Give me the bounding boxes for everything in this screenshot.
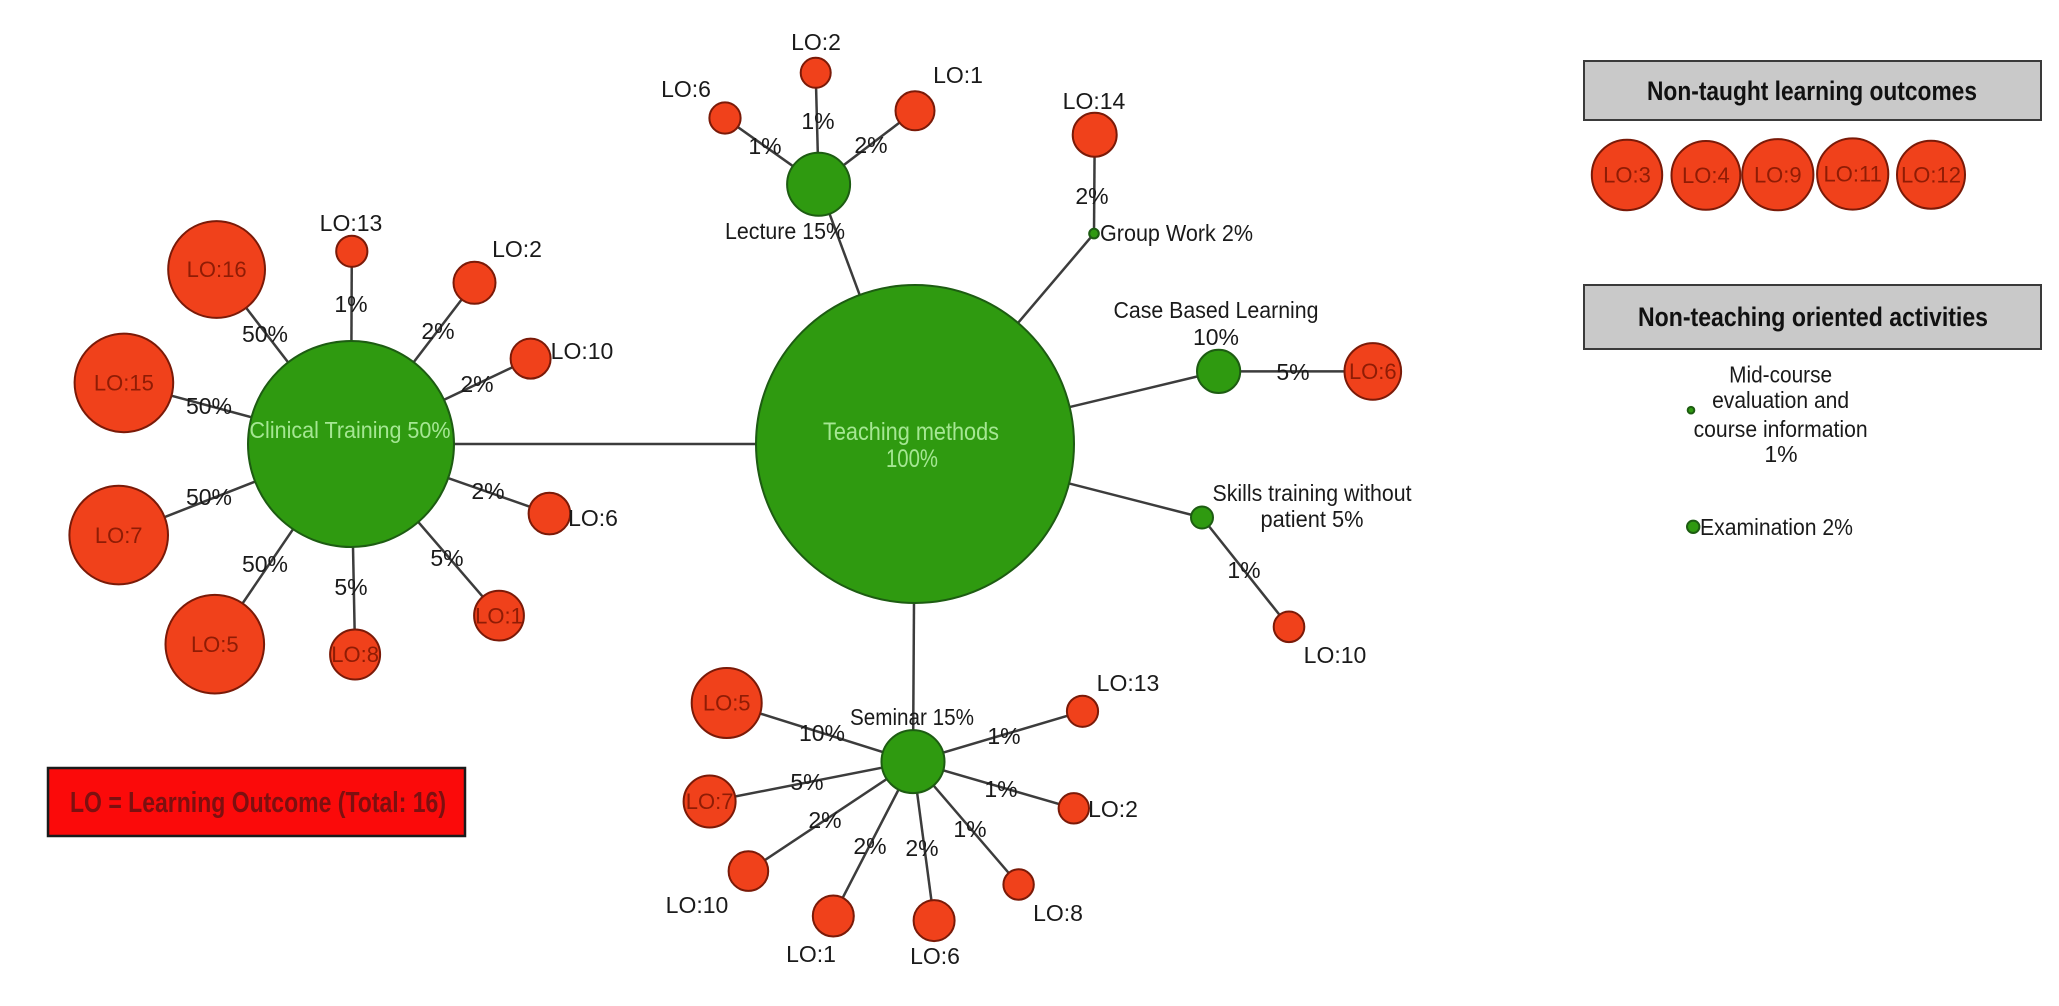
svg-text:2%: 2% <box>905 835 938 861</box>
svg-text:LO:7: LO:7 <box>686 789 734 814</box>
svg-text:Mid-course: Mid-course <box>1729 362 1832 388</box>
svg-text:Examination 2%: Examination 2% <box>1700 514 1853 540</box>
svg-text:LO:6: LO:6 <box>1349 359 1397 384</box>
svg-text:LO:10: LO:10 <box>1304 642 1367 668</box>
svg-text:LO:15: LO:15 <box>94 371 154 396</box>
svg-text:LO:10: LO:10 <box>666 892 729 918</box>
svg-text:patient 5%: patient 5% <box>1261 506 1364 532</box>
svg-text:2%: 2% <box>471 478 504 504</box>
svg-text:5%: 5% <box>430 545 463 571</box>
svg-text:LO = Learning Outcome (Total:: LO = Learning Outcome (Total: 16) <box>70 787 446 819</box>
svg-text:Teaching methods: Teaching methods <box>823 418 999 446</box>
svg-text:Non-taught learning outcomes: Non-taught learning outcomes <box>1647 76 1977 106</box>
svg-text:LO:6: LO:6 <box>568 505 618 531</box>
svg-text:LO:9: LO:9 <box>1754 162 1802 187</box>
svg-text:LO:5: LO:5 <box>191 632 239 657</box>
svg-text:LO:14: LO:14 <box>1063 88 1126 114</box>
svg-text:1%: 1% <box>801 108 834 134</box>
svg-text:LO:7: LO:7 <box>95 523 143 548</box>
svg-text:2%: 2% <box>421 318 454 344</box>
svg-text:5%: 5% <box>790 769 823 795</box>
svg-text:Seminar 15%: Seminar 15% <box>850 704 974 730</box>
svg-text:LO:12: LO:12 <box>1901 162 1961 187</box>
svg-text:LO:1: LO:1 <box>475 603 523 628</box>
svg-text:course information: course information <box>1694 416 1868 442</box>
svg-text:1%: 1% <box>334 291 367 317</box>
svg-text:LO:8: LO:8 <box>1033 900 1083 926</box>
svg-text:2%: 2% <box>1075 183 1108 209</box>
svg-text:LO:8: LO:8 <box>331 642 379 667</box>
svg-text:Case Based Learning: Case Based Learning <box>1114 297 1319 323</box>
svg-text:10%: 10% <box>1193 324 1239 350</box>
svg-text:LO:5: LO:5 <box>703 691 751 716</box>
svg-text:LO:11: LO:11 <box>1824 162 1882 187</box>
svg-text:LO:13: LO:13 <box>1097 670 1160 696</box>
svg-text:2%: 2% <box>808 807 841 833</box>
svg-text:50%: 50% <box>186 484 232 510</box>
svg-text:100%: 100% <box>886 445 938 473</box>
svg-text:LO:2: LO:2 <box>1088 796 1138 822</box>
svg-text:2%: 2% <box>460 371 493 397</box>
svg-text:1%: 1% <box>1764 441 1797 467</box>
svg-text:Clinical Training 50%: Clinical Training 50% <box>250 417 451 443</box>
svg-text:LO:4: LO:4 <box>1682 163 1730 188</box>
svg-text:LO:10: LO:10 <box>551 338 614 364</box>
svg-text:5%: 5% <box>334 574 367 600</box>
svg-text:1%: 1% <box>953 816 986 842</box>
svg-text:LO:1: LO:1 <box>786 941 836 967</box>
svg-text:evaluation and: evaluation and <box>1712 387 1849 413</box>
svg-text:LO:2: LO:2 <box>492 236 542 262</box>
svg-text:LO:16: LO:16 <box>187 257 247 282</box>
svg-text:LO:6: LO:6 <box>661 76 711 102</box>
svg-text:LO:6: LO:6 <box>910 943 960 969</box>
svg-text:1%: 1% <box>987 723 1020 749</box>
svg-text:Lecture 15%: Lecture 15% <box>725 218 845 244</box>
svg-text:2%: 2% <box>854 132 887 158</box>
svg-text:LO:13: LO:13 <box>320 210 383 236</box>
svg-text:1%: 1% <box>1227 557 1260 583</box>
svg-text:Non-teaching oriented activiti: Non-teaching oriented activities <box>1638 302 1988 332</box>
svg-text:1%: 1% <box>984 776 1017 802</box>
svg-text:10%: 10% <box>799 720 845 746</box>
svg-text:50%: 50% <box>242 551 288 577</box>
svg-text:LO:2: LO:2 <box>791 29 841 55</box>
svg-text:5%: 5% <box>1276 359 1309 385</box>
svg-text:Group Work 2%: Group Work 2% <box>1100 220 1253 246</box>
svg-text:1%: 1% <box>748 133 781 159</box>
svg-text:Skills training without: Skills training without <box>1213 480 1413 506</box>
svg-text:50%: 50% <box>186 393 232 419</box>
svg-text:2%: 2% <box>853 833 886 859</box>
svg-text:LO:3: LO:3 <box>1603 163 1651 188</box>
svg-text:50%: 50% <box>242 321 288 347</box>
svg-text:LO:1: LO:1 <box>933 62 983 88</box>
